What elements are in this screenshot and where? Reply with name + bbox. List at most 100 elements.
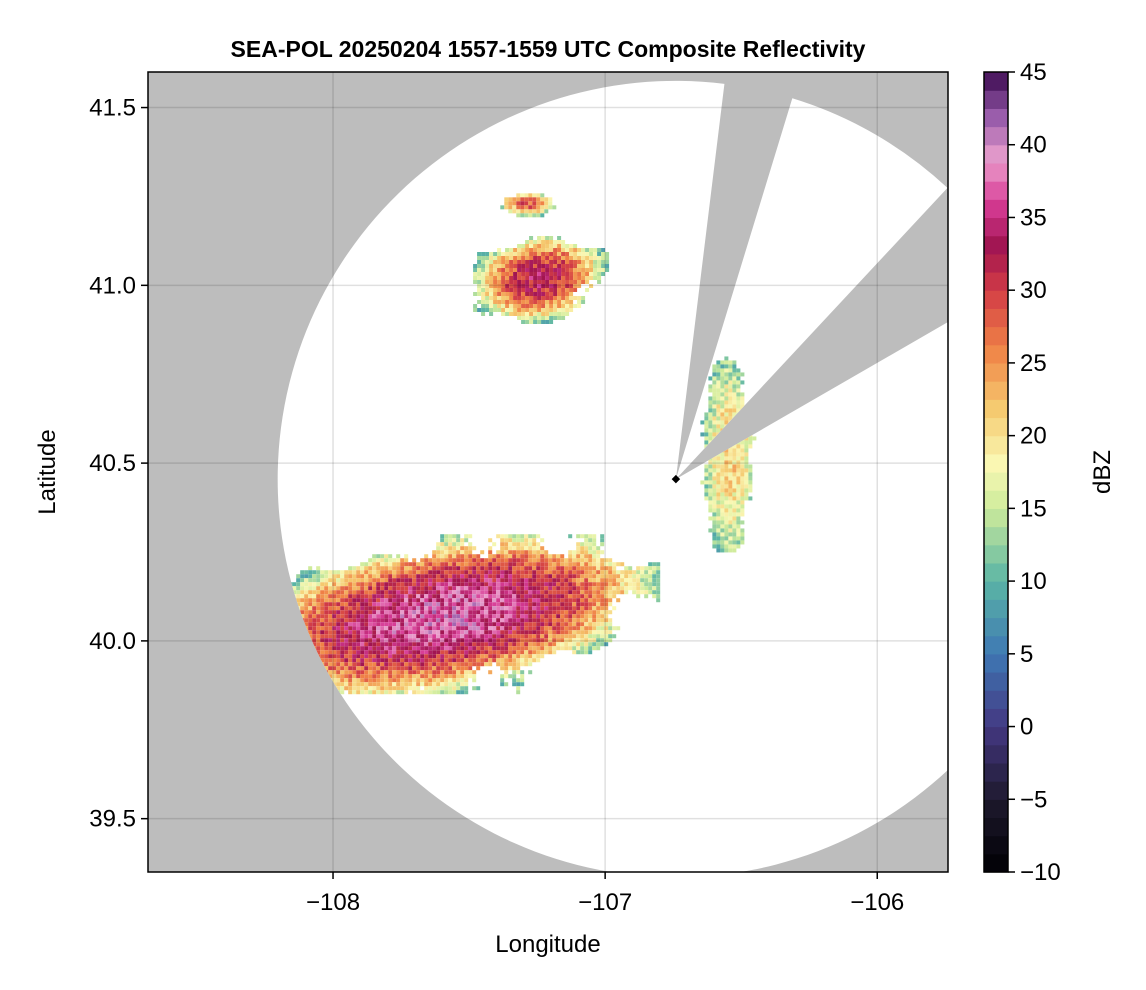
echo-pixel: [724, 524, 729, 529]
echo-pixel: [524, 574, 529, 579]
echo-pixel: [589, 248, 594, 252]
echo-pixel: [576, 618, 581, 623]
echo-pixel: [428, 642, 433, 647]
echo-pixel: [448, 634, 453, 639]
echo-pixel: [324, 594, 329, 599]
echo-pixel: [545, 264, 550, 268]
echo-pixel: [404, 662, 409, 667]
echo-pixel: [532, 614, 537, 619]
echo-pixel: [392, 598, 397, 603]
echo-pixel: [328, 638, 333, 643]
echo-pixel: [564, 618, 569, 623]
echo-pixel: [440, 614, 445, 619]
echo-pixel: [384, 622, 389, 627]
echo-pixel: [336, 662, 341, 667]
echo-pixel: [580, 594, 585, 599]
echo-pixel: [716, 388, 721, 393]
echo-pixel: [577, 252, 582, 256]
echo-pixel: [420, 630, 425, 635]
echo-pixel: [516, 678, 521, 683]
echo-pixel: [364, 646, 369, 651]
echo-pixel: [344, 686, 349, 691]
echo-pixel: [568, 586, 573, 591]
echo-pixel: [529, 256, 534, 260]
echo-pixel: [376, 642, 381, 647]
echo-pixel: [436, 558, 441, 563]
echo-pixel: [356, 650, 361, 655]
echo-pixel: [484, 642, 489, 647]
echo-pixel: [724, 372, 729, 377]
echo-pixel: [636, 586, 641, 591]
echo-pixel: [392, 610, 397, 615]
echo-pixel: [520, 650, 525, 655]
echo-pixel: [728, 488, 733, 493]
echo-pixel: [604, 634, 609, 639]
echo-pixel: [356, 658, 361, 663]
echo-pixel: [569, 252, 574, 256]
echo-pixel: [552, 610, 557, 615]
echo-pixel: [732, 368, 737, 373]
echo-pixel: [400, 602, 405, 607]
echo-pixel: [656, 594, 661, 599]
echo-pixel: [344, 598, 349, 603]
echo-pixel: [464, 594, 469, 599]
echo-pixel: [372, 566, 377, 571]
echo-pixel: [496, 650, 501, 655]
echo-pixel: [724, 512, 729, 517]
echo-pixel: [648, 582, 653, 587]
echo-pixel: [732, 384, 737, 389]
echo-pixel: [384, 674, 389, 679]
echo-pixel: [561, 284, 566, 288]
echo-pixel: [592, 566, 597, 571]
echo-pixel: [440, 602, 445, 607]
echo-pixel: [600, 586, 605, 591]
echo-pixel: [452, 578, 457, 583]
echo-pixel: [720, 520, 725, 525]
echo-pixel: [544, 602, 549, 607]
echo-pixel: [468, 646, 473, 651]
echo-pixel: [520, 570, 525, 575]
echo-pixel: [328, 670, 333, 675]
echo-pixel: [400, 618, 405, 623]
echo-pixel: [652, 566, 657, 571]
echo-pixel: [568, 606, 573, 611]
echo-pixel: [572, 566, 577, 571]
echo-pixel: [652, 570, 657, 575]
echo-pixel: [533, 312, 538, 316]
echo-pixel: [332, 618, 337, 623]
echo-pixel: [376, 598, 381, 603]
echo-pixel: [388, 642, 393, 647]
echo-pixel: [376, 558, 381, 563]
echo-pixel: [584, 602, 589, 607]
echo-pixel: [500, 538, 505, 543]
echo-pixel: [356, 622, 361, 627]
echo-pixel: [549, 248, 554, 252]
echo-pixel: [720, 408, 725, 413]
echo-pixel: [332, 674, 337, 679]
echo-pixel: [584, 570, 589, 575]
echo-pixel: [336, 650, 341, 655]
echo-pixel: [444, 582, 449, 587]
echo-pixel: [388, 650, 393, 655]
echo-pixel: [516, 538, 521, 543]
echo-pixel: [308, 622, 313, 627]
echo-pixel: [340, 658, 345, 663]
echo-pixel: [376, 630, 381, 635]
echo-pixel: [440, 558, 445, 563]
echo-pixel: [720, 424, 725, 429]
echo-pixel: [384, 594, 389, 599]
colorbar-tick-label: 45: [1020, 59, 1047, 86]
echo-pixel: [428, 606, 433, 611]
echo-pixel: [504, 578, 509, 583]
echo-pixel: [496, 582, 501, 587]
echo-pixel: [516, 542, 521, 547]
echo-pixel: [648, 574, 653, 579]
echo-pixel: [528, 606, 533, 611]
echo-pixel: [328, 594, 333, 599]
echo-pixel: [724, 460, 729, 465]
echo-pixel: [404, 554, 409, 559]
echo-pixel: [560, 582, 565, 587]
echo-pixel: [348, 582, 353, 587]
echo-pixel: [724, 356, 729, 361]
echo-pixel: [508, 626, 513, 631]
